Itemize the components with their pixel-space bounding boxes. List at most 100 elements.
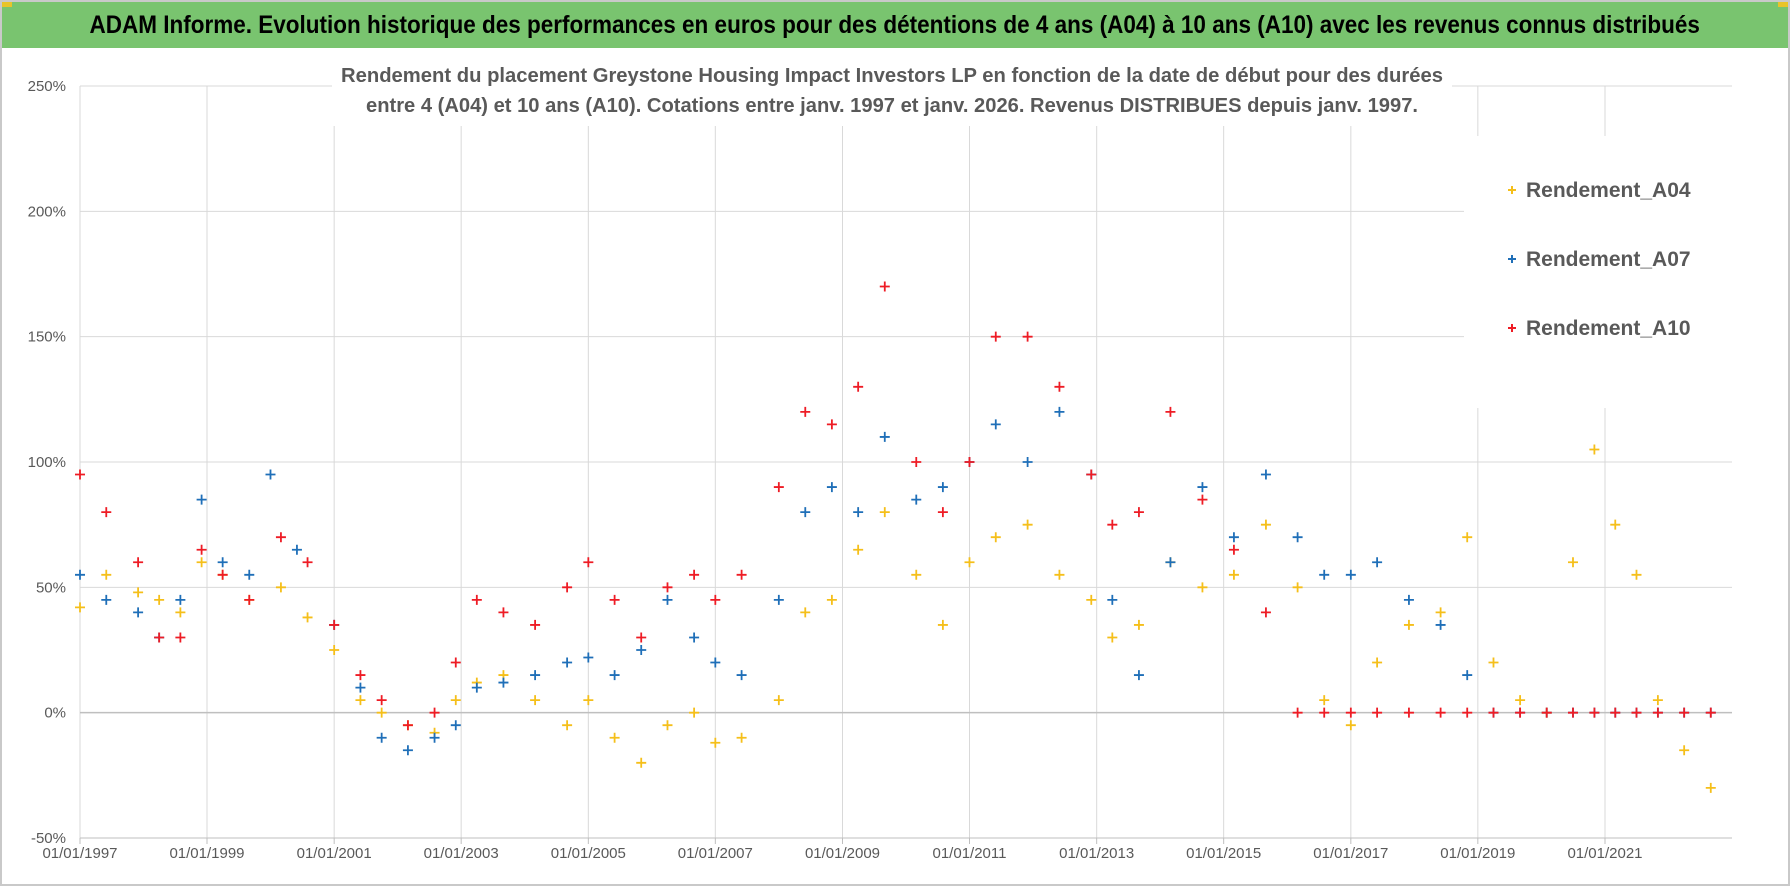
data-point <box>800 406 811 417</box>
data-point <box>1022 519 1033 530</box>
data-point <box>609 670 620 681</box>
data-point <box>937 619 948 630</box>
data-point <box>1488 707 1499 718</box>
x-tick-label: 01/01/2007 <box>678 845 753 862</box>
data-point <box>154 632 165 643</box>
y-tick-label: 200% <box>28 203 66 220</box>
data-point <box>662 582 673 593</box>
data-point <box>530 619 541 630</box>
data-point <box>1107 519 1118 530</box>
data-point <box>879 431 890 442</box>
data-point <box>826 594 837 605</box>
data-point <box>1022 457 1033 467</box>
data-point <box>1260 469 1271 480</box>
x-tick-label: 01/01/2009 <box>805 845 880 862</box>
data-point <box>1567 707 1578 718</box>
y-tick-label: 0% <box>44 705 66 722</box>
data-point <box>1133 619 1144 630</box>
x-tick-label: 01/01/2003 <box>424 845 499 862</box>
data-point <box>75 469 85 480</box>
data-point <box>1319 569 1330 580</box>
data-point <box>1610 707 1621 718</box>
banner-title: ADAM Informe. Evolution historique des p… <box>89 10 1701 39</box>
data-point <box>376 732 387 743</box>
data-point <box>609 594 620 605</box>
data-point <box>1372 707 1383 718</box>
data-point <box>1679 745 1690 756</box>
data-point <box>1022 331 1033 342</box>
data-point <box>1372 557 1383 568</box>
data-point <box>562 720 573 731</box>
data-point <box>1515 707 1526 718</box>
data-point <box>1705 782 1716 793</box>
data-point <box>75 602 85 613</box>
data-point <box>1345 569 1356 580</box>
data-point <box>911 457 922 467</box>
data-point <box>244 569 255 580</box>
data-point <box>471 682 482 693</box>
data-point <box>1652 707 1663 718</box>
scatter-chart: -50% 0% 50% 100% 150% 200% 250% 01/01/1997 01/01… <box>28 58 1732 862</box>
data-point <box>1631 569 1642 580</box>
data-point <box>1260 607 1271 618</box>
x-tick-label: 01/01/2013 <box>1059 845 1134 862</box>
data-point <box>265 469 276 480</box>
data-point <box>1086 469 1097 480</box>
data-point <box>636 632 647 643</box>
x-tick-label: 01/01/2011 <box>933 845 1007 862</box>
data-point <box>1372 657 1383 668</box>
data-point <box>1086 594 1097 605</box>
data-point <box>990 419 1001 430</box>
data-point <box>1488 657 1499 668</box>
data-point <box>879 507 890 518</box>
data-point <box>1165 557 1176 568</box>
data-point <box>662 720 673 731</box>
data-point <box>800 507 811 518</box>
data-point <box>710 737 721 748</box>
data-point <box>736 670 747 681</box>
data-point <box>583 695 594 706</box>
data-point <box>217 569 228 580</box>
data-point <box>175 607 186 618</box>
data-point <box>498 677 509 688</box>
data-point <box>1107 594 1118 605</box>
x-tick-label: 01/01/1997 <box>42 845 117 862</box>
data-point <box>562 657 573 668</box>
data-point <box>773 594 784 605</box>
data-point <box>1435 607 1446 618</box>
data-point <box>1107 632 1118 643</box>
data-point <box>1589 707 1600 718</box>
data-point <box>1462 707 1473 718</box>
legend-marker <box>1508 186 1516 194</box>
data-point <box>175 594 186 605</box>
data-point <box>710 594 721 605</box>
data-point <box>689 632 700 643</box>
axis-layer: -50% 0% 50% 100% 150% 200% 250% 01/01/1997 01/01… <box>28 78 1732 862</box>
x-tick-label: 01/01/2015 <box>1186 845 1261 862</box>
data-point <box>402 720 413 731</box>
data-point <box>911 569 922 580</box>
data-point <box>1541 707 1552 718</box>
data-point <box>1260 519 1271 530</box>
data-point <box>1292 582 1303 593</box>
data-point <box>302 612 313 623</box>
data-point <box>990 532 1001 543</box>
data-point <box>530 670 541 681</box>
data-point <box>800 607 811 618</box>
data-point <box>964 557 975 568</box>
data-point <box>773 482 784 493</box>
data-point <box>1228 569 1239 580</box>
data-point <box>1705 707 1716 718</box>
data-point <box>101 594 112 605</box>
data-point <box>1462 532 1473 543</box>
data-point <box>636 757 647 768</box>
data-point <box>964 457 975 467</box>
y-tick-label: -50% <box>31 830 66 847</box>
data-point <box>662 594 673 605</box>
data-point <box>355 695 366 706</box>
data-point <box>583 557 594 568</box>
data-point <box>1679 707 1690 718</box>
data-point <box>1228 544 1239 555</box>
legend-marker <box>1508 324 1516 332</box>
